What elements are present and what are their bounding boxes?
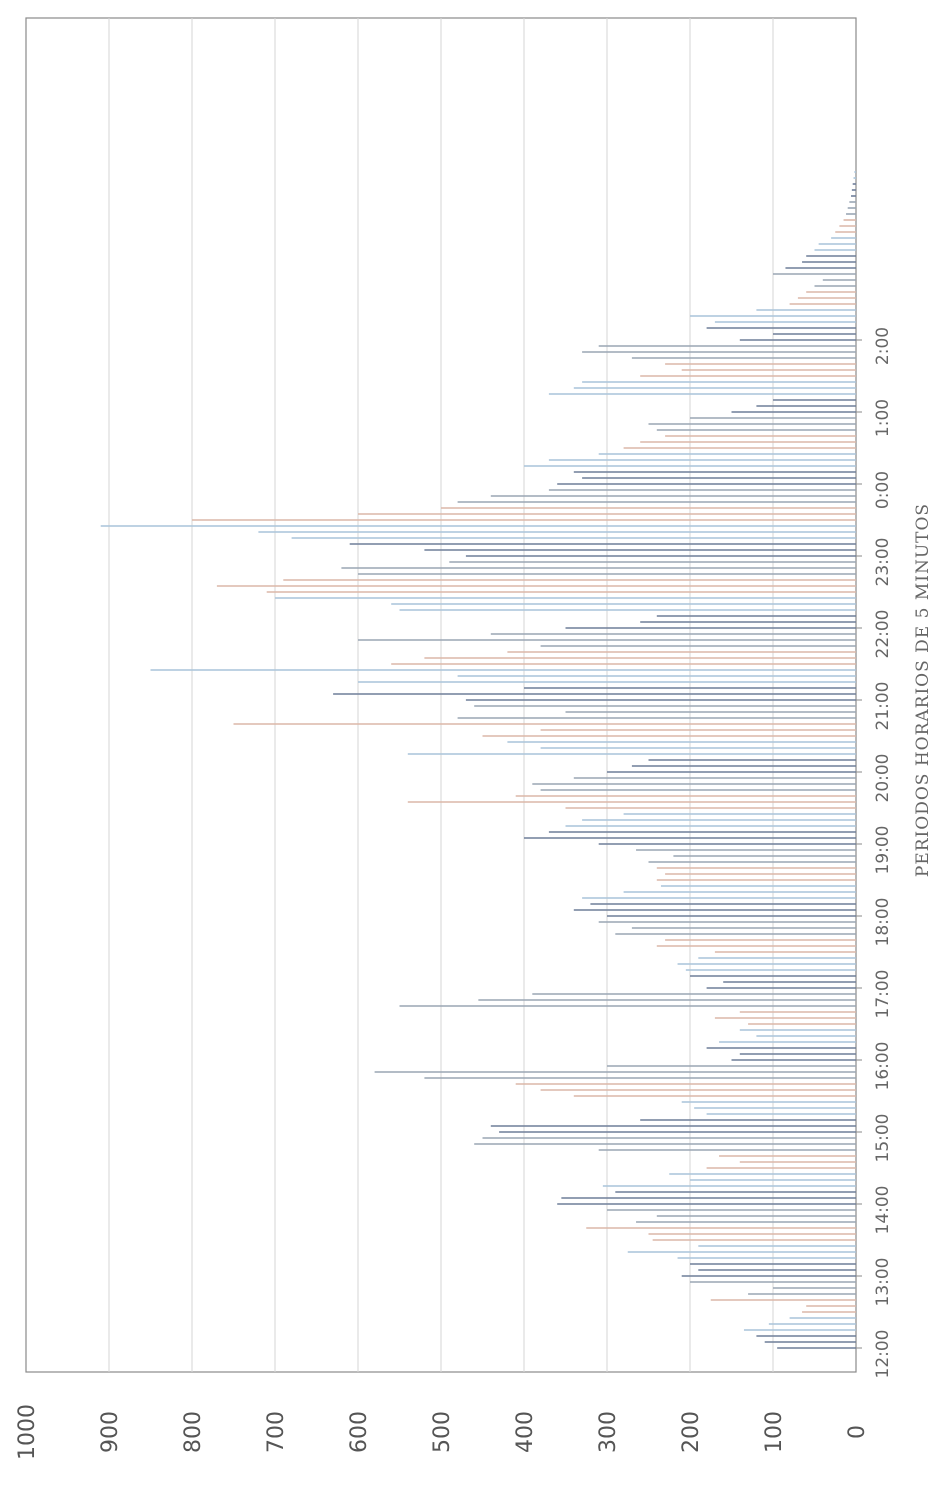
y-tick-label: 700	[264, 1411, 289, 1453]
y-tick-label: 900	[98, 1411, 123, 1453]
y-tick-label: 300	[596, 1411, 621, 1453]
y-tick-label: 800	[181, 1411, 206, 1453]
x-tick-label: 21:00	[873, 682, 893, 731]
x-tick-label: 1:00	[873, 399, 893, 437]
bars	[100, 171, 856, 1349]
x-tick-label: 14:00	[873, 1186, 893, 1235]
x-tick-label: 13:00	[873, 1258, 893, 1307]
x-tick-label: 20:00	[873, 754, 893, 803]
x-tick-label: 17:00	[873, 970, 893, 1019]
x-tick-label: 18:00	[873, 898, 893, 947]
x-tick-label: 23:00	[873, 538, 893, 587]
x-axis-title: PERIODOS HORARIOS DE 5 MINUTOS	[913, 503, 933, 877]
x-tick-label: 0:00	[873, 471, 893, 509]
x-tick-labels: 12:00 13:00 14:00 15:00 16:00 17:00 18:00 19:00…	[856, 327, 893, 1379]
y-tick-label: 100	[762, 1411, 787, 1453]
y-tick-label: 200	[679, 1411, 704, 1453]
y-tick-label: 600	[347, 1411, 372, 1453]
y-tick-label: 400	[513, 1411, 538, 1453]
grid-lines	[108, 18, 774, 1372]
x-tick-label: 16:00	[873, 1042, 893, 1091]
x-tick-label: 22:00	[873, 610, 893, 659]
y-tick-label: 0	[845, 1425, 870, 1439]
x-tick-label: 2:00	[873, 327, 893, 365]
y-tick-label: 500	[430, 1411, 455, 1453]
x-tick-label: 15:00	[873, 1114, 893, 1163]
x-tick-label: 12:00	[873, 1330, 893, 1379]
y-tick-labels: 0 100 200 300 400 500 600 700 800 900 1000	[15, 1404, 870, 1460]
x-tick-label: 19:00	[873, 826, 893, 875]
y-tick-label: 1000	[15, 1404, 40, 1460]
